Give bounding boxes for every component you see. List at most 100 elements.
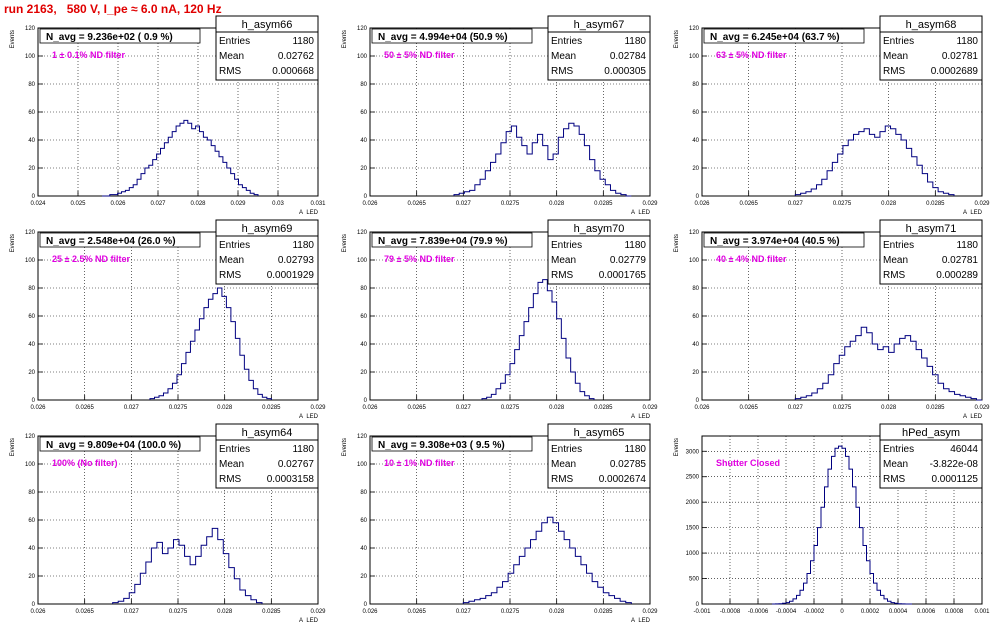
stats-value: 0.0001929 — [267, 270, 315, 281]
stats-label: Entries — [883, 240, 914, 251]
histogram-title: N_avg = 2.548e+04 (26.0 %) — [46, 236, 176, 247]
x-axis-label: A_LED — [631, 618, 651, 622]
histogram-bin — [955, 394, 960, 400]
histogram-bin — [522, 146, 527, 196]
y-tick-label: 120 — [689, 230, 700, 236]
histogram-bin — [140, 573, 146, 604]
histogram-bin — [869, 134, 874, 196]
histogram-bin — [569, 123, 574, 196]
histogram-bin — [922, 358, 927, 400]
histogram-bin — [179, 545, 185, 604]
histogram-outline — [113, 528, 262, 604]
stats-value: 1180 — [624, 36, 646, 47]
histogram-bin — [834, 364, 839, 400]
histogram-bin — [610, 190, 615, 196]
histogram-bin — [529, 308, 534, 400]
histogram-bin — [817, 389, 822, 400]
x-tick-label: 0.028 — [549, 609, 565, 615]
y-tick-label: 80 — [692, 286, 699, 292]
x-tick-label: 0.0265 — [407, 609, 426, 615]
y-tick-label: 40 — [360, 138, 367, 144]
histogram-bin — [226, 308, 230, 400]
histogram-bin — [213, 294, 217, 400]
histogram-bin — [800, 590, 804, 604]
histogram-bin — [804, 583, 808, 604]
histogram-bin — [543, 146, 548, 196]
x-tick-label: 0.029 — [310, 405, 326, 411]
histogram-bin — [960, 396, 965, 400]
histogram-bin — [605, 185, 610, 196]
histogram-bin — [239, 185, 243, 196]
y-tick-label: 100 — [357, 258, 368, 264]
histogram-bin — [235, 338, 239, 400]
y-tick-label: 20 — [692, 166, 699, 172]
histogram-bin — [574, 126, 579, 196]
histogram-bin — [559, 531, 565, 604]
histogram-bin — [519, 556, 525, 604]
histogram-bin — [491, 162, 496, 196]
filter-annotation: 40 ± 4% ND filter — [716, 254, 787, 264]
histogram-bin — [598, 587, 604, 604]
y-tick-label: 20 — [360, 370, 367, 376]
histogram-bin — [229, 568, 235, 604]
stats-label: Mean — [219, 459, 244, 470]
stats-value: 1180 — [956, 36, 978, 47]
y-tick-label: 60 — [692, 314, 699, 320]
x-tick-label: 0.031 — [310, 201, 326, 207]
histogram-bin — [557, 319, 562, 400]
histogram-bin — [828, 375, 833, 400]
stats-label: Entries — [551, 444, 582, 455]
x-tick-label: -0.0004 — [776, 609, 797, 615]
filter-annotation: 100% (No filter) — [52, 458, 118, 468]
x-tick-label: 0.0265 — [407, 405, 426, 411]
stats-label: Mean — [883, 255, 908, 266]
histogram-bin — [168, 137, 172, 196]
histogram-name: h_asym69 — [242, 223, 293, 235]
y-tick-label: 500 — [689, 577, 700, 583]
histogram-bin — [211, 146, 215, 196]
y-tick-label: 80 — [28, 82, 35, 88]
x-tick-label: 0.027 — [788, 405, 804, 411]
histogram-bin — [816, 185, 821, 196]
stats-label: Mean — [219, 51, 244, 62]
x-tick-label: 0.0265 — [739, 201, 758, 207]
histogram-title: N_avg = 9.809e+04 (100.0 %) — [46, 440, 181, 451]
histogram-bin — [867, 333, 872, 400]
stats-label: Mean — [883, 459, 908, 470]
y-tick-label: 100 — [357, 462, 368, 468]
histogram-bin — [249, 380, 253, 400]
x-tick-label: 0.027 — [124, 609, 140, 615]
x-tick-label: 0.026 — [362, 201, 378, 207]
x-tick-label: 0.029 — [642, 609, 658, 615]
histogram-bin — [514, 565, 520, 604]
histogram-bin — [475, 600, 481, 604]
y-axis-label: Events — [342, 234, 348, 252]
stats-label: RMS — [883, 474, 906, 485]
x-tick-label: 0.0285 — [262, 405, 281, 411]
histogram-title: N_avg = 6.245e+04 (63.7 %) — [710, 32, 840, 43]
histogram-bin — [806, 396, 811, 400]
stats-value: 0.02781 — [942, 51, 979, 62]
histogram-bin — [912, 157, 917, 196]
histogram-name: h_asym65 — [574, 427, 625, 439]
y-tick-label: 120 — [689, 26, 700, 32]
y-tick-label: 100 — [25, 258, 36, 264]
x-tick-label: -0.0006 — [748, 609, 769, 615]
histogram-bin — [827, 171, 832, 196]
stats-label: Mean — [219, 255, 244, 266]
histogram-bin — [911, 341, 916, 400]
x-tick-label: 0 — [840, 609, 844, 615]
y-tick-label: 20 — [28, 370, 35, 376]
histogram-bin — [900, 338, 905, 400]
y-tick-label: 100 — [689, 258, 700, 264]
x-tick-label: 0.026 — [694, 201, 710, 207]
histogram-bin — [199, 319, 203, 400]
histogram-bin — [575, 556, 581, 604]
x-tick-label: 0.027 — [456, 405, 472, 411]
histogram-bin — [564, 129, 569, 196]
y-tick-label: 100 — [689, 54, 700, 60]
